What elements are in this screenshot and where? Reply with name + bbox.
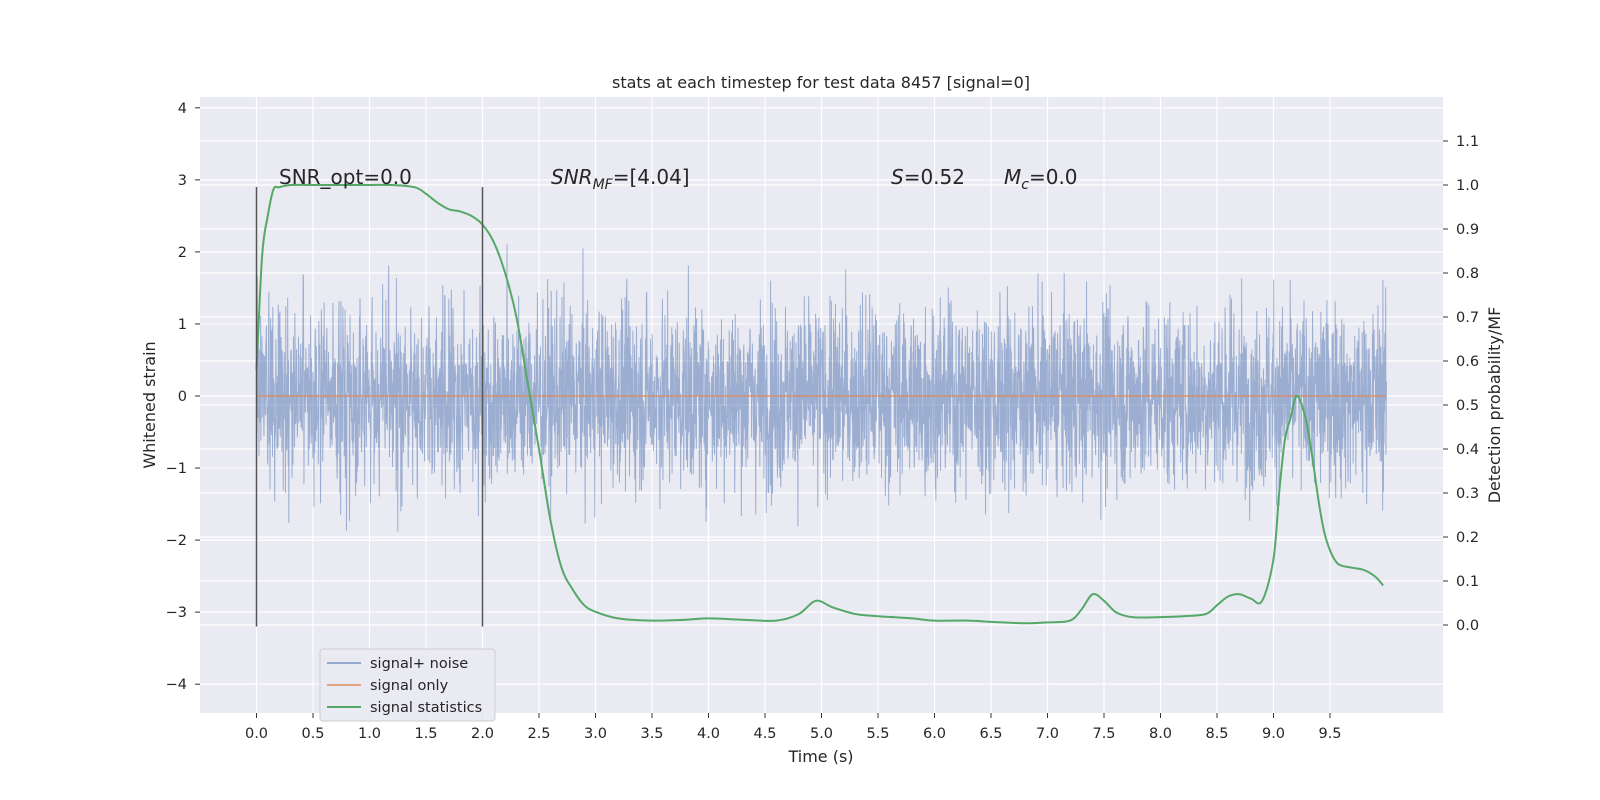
y-right-tick-label: 0.1 (1456, 574, 1479, 590)
chart-title: stats at each timestep for test data 845… (612, 73, 1030, 92)
x-tick-label: 3.5 (640, 726, 663, 742)
line-signal-statistics (255, 183, 1384, 625)
annotation-snr-opt: SNR_opt=0.0 (279, 165, 412, 189)
x-tick-label: 7.5 (1092, 726, 1115, 742)
legend-label-signal-statistics: signal statistics (370, 700, 482, 716)
legend-box (319, 648, 496, 722)
annotation-s: S=0.52 (891, 165, 965, 189)
x-tick-label: 7.0 (1036, 726, 1059, 742)
y-right-tick-label: 1.1 (1456, 134, 1479, 150)
x-tick-label: 9.0 (1262, 726, 1285, 742)
y-tick-label: 4 (178, 101, 187, 117)
x-tick-label: 3.0 (584, 726, 607, 742)
x-tick-label: 4.5 (753, 726, 776, 742)
y-tick-label: −3 (166, 605, 187, 621)
y-right-tick-label: 1.0 (1456, 178, 1479, 194)
y-tick-label: 2 (178, 245, 187, 261)
x-tick-label: 5.0 (810, 726, 833, 742)
y-right-tick-label: 0.8 (1456, 266, 1479, 282)
x-tick-label: 0.0 (245, 726, 268, 742)
x-tick-label: 9.5 (1318, 726, 1341, 742)
y-right-tick-label: 0.5 (1456, 398, 1479, 414)
y-tick-label: 3 (178, 173, 187, 189)
x-tick-label: 1.5 (414, 726, 437, 742)
annotation-snr-mf: SNRMF=[4.04] (551, 165, 690, 193)
y-right-axis-ticks: 1.1 1.0 0.9 0.8 0.7 0.6 0.5 0.4 0.3 0.2 0.1 0.0 (1443, 134, 1479, 634)
y-tick-label: −1 (166, 461, 187, 477)
x-tick-label: 1.0 (358, 726, 381, 742)
y-right-tick-label: 0.4 (1456, 442, 1479, 458)
y-right-tick-label: 0.3 (1456, 486, 1479, 502)
y-tick-label: 1 (178, 317, 187, 333)
y-axis-ticks: 4 3 2 1 0 −1 −2 −3 −4 (166, 101, 200, 693)
x-axis-ticks: 0.0 0.5 1.0 1.5 2.0 2.5 3.0 3.5 4.0 4.5 5.0 5.5 6.0 6… (245, 713, 1342, 742)
x-tick-label: 5.5 (866, 726, 889, 742)
y-tick-label: −2 (166, 533, 187, 549)
x-tick-label: 8.5 (1205, 726, 1228, 742)
x-tick-label: 6.5 (979, 726, 1002, 742)
y-axis-label: Whitened strain (140, 341, 159, 468)
y-right-tick-label: 0.2 (1456, 530, 1479, 546)
annotation-mc: Mc=0.0 (1004, 165, 1078, 193)
x-tick-label: 4.0 (697, 726, 720, 742)
series-signal-noise (256, 244, 1387, 532)
y-right-tick-label: 0.7 (1456, 310, 1479, 326)
x-tick-label: 2.0 (471, 726, 494, 742)
y-right-tick-label: 0.9 (1456, 222, 1479, 238)
series-signal-statistics (255, 183, 1384, 625)
y-right-tick-label: 0.6 (1456, 354, 1479, 370)
window-markers (255, 187, 484, 627)
x-tick-label: 8.0 (1149, 726, 1172, 742)
legend-label-signal-only: signal only (370, 678, 449, 694)
x-tick-label: 2.5 (527, 726, 550, 742)
legend: signal+ noise signal only signal statist… (319, 648, 496, 722)
annotations: SNR_opt=0.0 SNRMF=[4.04] S=0.52 Mc=0.0 (279, 165, 1078, 193)
x-tick-label: 0.5 (301, 726, 324, 742)
y-right-axis-label: Detection probability/MF (1485, 307, 1504, 504)
y-tick-label: 0 (178, 389, 187, 405)
y-tick-label: −4 (166, 677, 187, 693)
legend-label-signal-noise: signal+ noise (370, 656, 468, 672)
x-axis-label: Time (s) (787, 747, 853, 766)
y-right-tick-label: 0.0 (1456, 618, 1479, 634)
line-signal-noise (256, 244, 1387, 532)
x-tick-label: 6.0 (923, 726, 946, 742)
